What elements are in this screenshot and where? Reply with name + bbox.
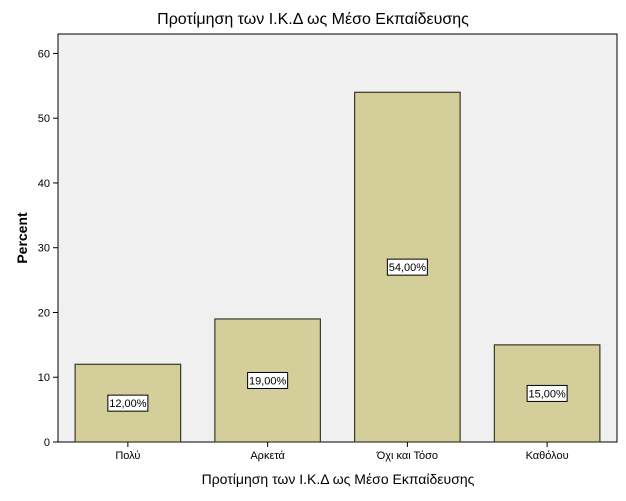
x-axis-title: Προτίμηση των Ι.Κ.Δ ως Μέσο Εκπαίδευσης (202, 471, 475, 487)
x-tick-label: Πολύ (115, 450, 140, 462)
chart-title: Προτίμηση των Ι.Κ.Δ ως Μέσο Εκπαίδευσης (157, 11, 469, 28)
y-axis: 0 10 20 30 40 50 60 (38, 48, 58, 449)
bar-data-label: 15,00% (528, 388, 566, 400)
y-tick-label: 40 (38, 178, 50, 190)
y-axis-title: Percent (14, 212, 30, 264)
bar-label-box (526, 384, 568, 402)
x-tick-label: Όχι και Τόσο (376, 450, 438, 462)
x-tick-label: Καθόλου (526, 450, 569, 462)
bar-label-box (107, 394, 149, 412)
x-axis: Πολύ Αρκετά Όχι και Τόσο Καθόλου (115, 442, 569, 462)
y-tick-label: 30 (38, 243, 50, 255)
y-tick-label: 20 (38, 307, 50, 319)
x-tick-label: Αρκετά (250, 450, 285, 462)
bar-data-label: 54,00% (389, 262, 427, 274)
bars: 12,00% 19,00% 54,00% 15,00% (74, 91, 601, 443)
y-tick-label: 0 (44, 437, 50, 449)
y-tick-label: 50 (38, 113, 50, 125)
bar-label-box (247, 371, 289, 389)
bar-data-label: 19,00% (249, 375, 287, 387)
y-tick-label: 10 (38, 372, 50, 384)
bar-data-label: 12,00% (109, 398, 147, 410)
y-tick-label: 60 (38, 48, 50, 60)
bar-label-box (386, 258, 428, 276)
